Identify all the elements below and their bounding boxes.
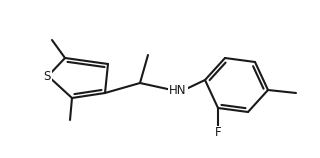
Text: S: S	[43, 70, 51, 82]
Text: F: F	[215, 127, 221, 140]
Text: HN: HN	[169, 83, 187, 97]
